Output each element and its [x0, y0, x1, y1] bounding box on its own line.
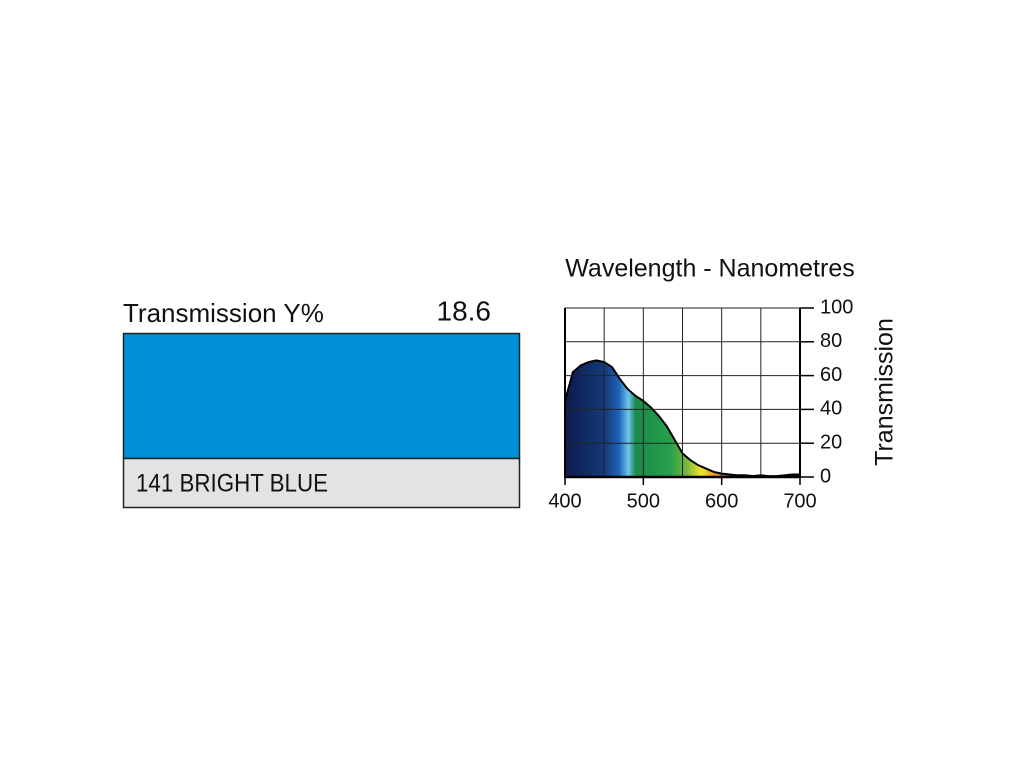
swatch-label: Transmission Y%	[123, 298, 324, 328]
y-tick-label: 80	[820, 330, 842, 352]
swatch-name-box	[122, 457, 521, 509]
y-tick-label: 0	[820, 465, 831, 487]
chart-title: Wavelength - Nanometres	[565, 255, 854, 283]
plot: 0 20 40 60 80 100 400 500 600 700	[548, 296, 853, 512]
swatch-color	[122, 332, 521, 460]
x-tick-label: 600	[705, 490, 738, 512]
y-tick-label: 40	[820, 398, 842, 420]
x-tick-label: 400	[548, 490, 581, 512]
x-tick-label: 500	[627, 490, 660, 512]
swatch-name: 141 BRIGHT BLUE	[136, 470, 328, 498]
y-tick-label: 100	[820, 296, 853, 318]
x-tick-label: 700	[783, 490, 816, 512]
y-tick-label: 60	[820, 364, 842, 386]
y-tick-label: 20	[820, 431, 842, 453]
transmission-area	[564, 359, 801, 478]
swatch-value: 18.6	[437, 295, 492, 326]
y-axis-label: Transmission	[871, 318, 899, 466]
